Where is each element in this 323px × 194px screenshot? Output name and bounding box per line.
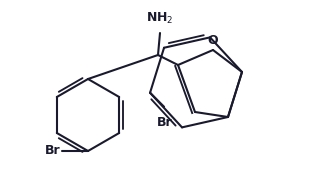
Text: Br: Br [44, 145, 60, 158]
Text: Br: Br [157, 116, 173, 129]
Text: NH$_2$: NH$_2$ [146, 11, 174, 26]
Text: O: O [208, 34, 218, 47]
